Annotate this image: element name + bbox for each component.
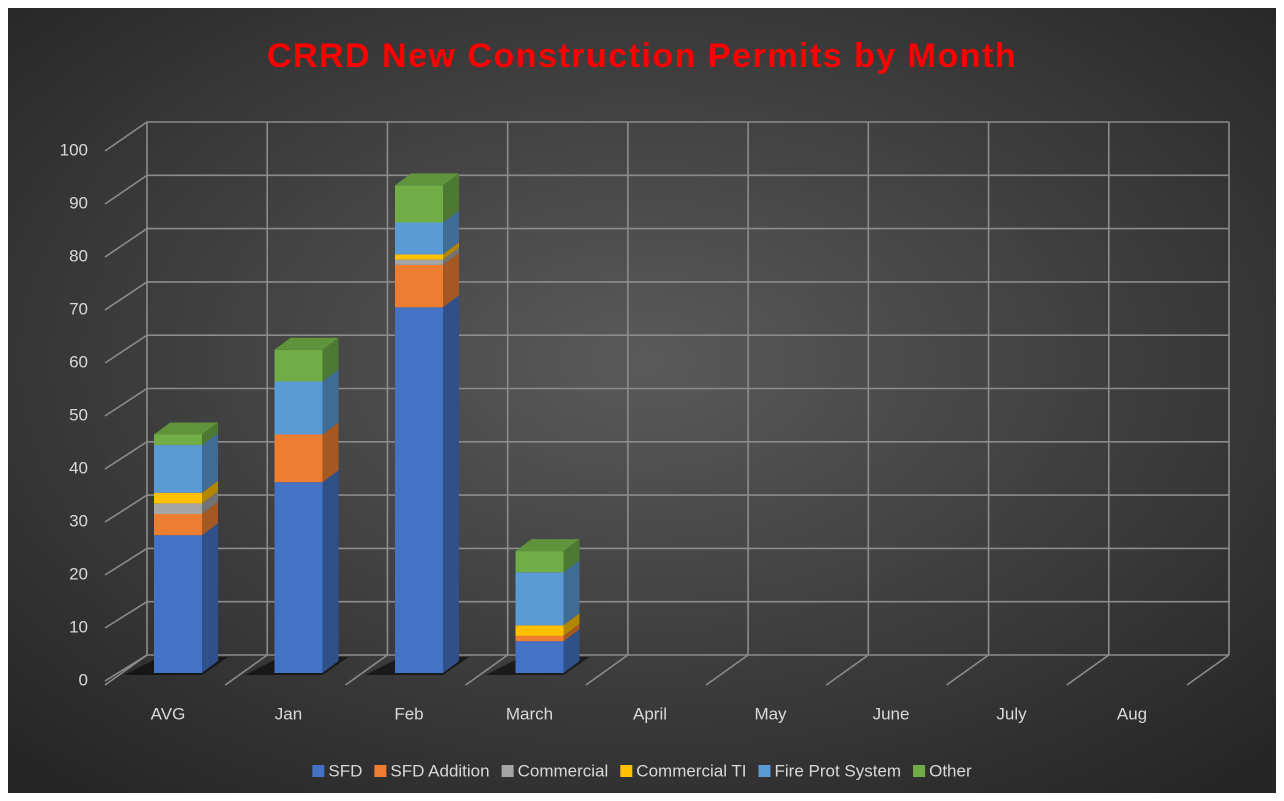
bar-segment <box>274 381 323 435</box>
x-tick-label: May <box>754 704 787 723</box>
bar-side <box>443 247 459 265</box>
bar-segment <box>515 641 564 673</box>
floor-line <box>1186 654 1230 686</box>
chart-title: CRRD New Construction Permits by Month <box>267 37 1017 75</box>
legend-swatch <box>620 765 633 777</box>
legend-swatch <box>758 765 771 777</box>
bar-side <box>202 502 218 536</box>
legend: SFD SFD Addition Commercial Commercial TI Fi… <box>312 761 972 780</box>
bar-top <box>515 539 580 552</box>
floor-line <box>946 654 990 686</box>
legend-label: Commercial <box>518 761 609 780</box>
bar-segment <box>395 222 443 255</box>
bar-side <box>443 295 459 673</box>
x-tick-label: June <box>873 704 910 723</box>
y-tick-label: 10 <box>69 617 88 636</box>
legend-swatch <box>501 765 514 777</box>
bar-segment <box>515 625 564 636</box>
floor-line <box>465 654 509 686</box>
y-tick-label: 0 <box>79 670 88 689</box>
legend-label: SFD <box>328 761 362 780</box>
y-tick-label: 80 <box>69 246 88 265</box>
bar-side <box>563 629 580 673</box>
legend-swatch <box>913 765 926 777</box>
bar-segment <box>515 551 564 573</box>
x-tick-label: July <box>996 704 1027 723</box>
bar-side <box>563 539 580 573</box>
floor-line <box>224 654 268 686</box>
bar-side <box>322 422 339 483</box>
bar-segment <box>515 572 564 626</box>
x-tick-label: Feb <box>394 704 423 723</box>
bar-side <box>563 613 580 636</box>
bar-segment <box>154 492 202 504</box>
bar-segment <box>154 503 202 514</box>
bar-side <box>563 560 580 626</box>
floor-line <box>104 654 148 686</box>
bar-side <box>443 173 459 223</box>
bar-segment <box>154 514 202 536</box>
legend-label: Commercial TI <box>636 761 746 780</box>
y-tick-label: 90 <box>69 193 88 212</box>
floor-line <box>1066 654 1110 686</box>
floor-line <box>825 654 869 686</box>
x-tick-label: April <box>633 704 667 723</box>
bar-segment <box>395 185 443 223</box>
bar-segment <box>154 445 202 493</box>
y-tick-label: 20 <box>69 564 88 583</box>
bar-segment <box>395 254 443 260</box>
bar-side <box>202 523 218 673</box>
bar-top <box>395 173 459 186</box>
bar-segment <box>274 482 323 673</box>
bar-side <box>322 337 339 382</box>
bar-side <box>322 470 339 673</box>
x-tick-label: March <box>506 704 553 723</box>
y-tick-label: 60 <box>69 352 88 371</box>
floor-line <box>344 654 388 686</box>
bar-segment <box>274 434 323 483</box>
bar-side <box>202 491 218 514</box>
y-tick-label: 40 <box>69 458 88 477</box>
y-tick-label: 50 <box>69 405 88 424</box>
y-tick-label: 70 <box>69 299 88 318</box>
legend-label: Other <box>929 761 972 780</box>
bar-side <box>563 623 580 642</box>
chart-area <box>8 8 1276 793</box>
bar-segment <box>154 434 202 446</box>
legend-label: Fire Prot System <box>775 761 902 780</box>
x-tick-label: AVG <box>151 704 186 723</box>
bar-side <box>443 210 459 255</box>
x-tick-label: Jan <box>275 704 302 723</box>
floor-line <box>705 654 749 686</box>
bar-segment <box>395 259 443 265</box>
bar-segment <box>395 264 443 308</box>
floor-line <box>585 654 629 686</box>
bar-side <box>322 369 339 435</box>
y-tick-label: 30 <box>69 511 88 530</box>
y-tick-label: 100 <box>60 140 88 159</box>
bar-side <box>443 242 459 260</box>
legend-swatch <box>312 765 325 777</box>
legend-swatch <box>374 765 387 777</box>
bar-side <box>202 433 218 493</box>
bar-segment <box>154 535 202 673</box>
bar-side <box>202 480 218 504</box>
bar-side <box>202 422 218 446</box>
bar-segment <box>395 307 443 673</box>
bar-top <box>274 337 339 350</box>
bar-top <box>154 422 218 435</box>
bar-side <box>443 252 459 308</box>
legend-label: SFD Addition <box>390 761 489 780</box>
x-tick-label: Aug <box>1117 704 1147 723</box>
bar-segment <box>274 349 323 382</box>
bar-segment <box>515 635 564 642</box>
